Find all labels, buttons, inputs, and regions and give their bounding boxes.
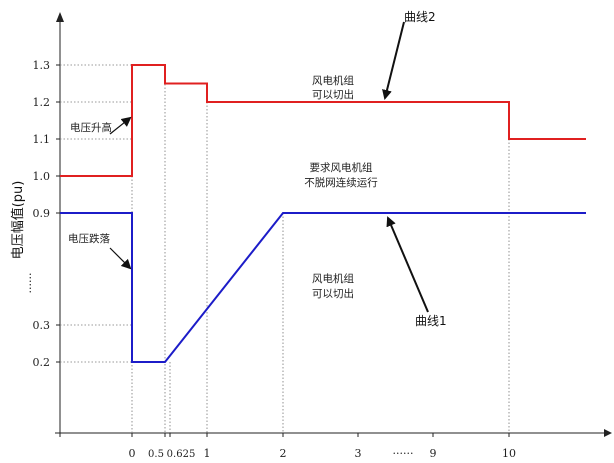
x-tick-label: 0 bbox=[129, 447, 136, 460]
y-tick-label: 1.2 bbox=[33, 96, 51, 109]
y-tick-marks bbox=[56, 64, 60, 363]
y-tick-labels: 1.3 1.2 1.1 1.0 0.9 0.3 0.2 bbox=[33, 59, 51, 369]
middle-region-line2: 不脱网连续运行 bbox=[304, 176, 378, 189]
x-tick-labels: 0 0.5 0.625 1 2 3 ······ 9 10 bbox=[129, 447, 517, 460]
y-tick-label: 1.3 bbox=[33, 59, 51, 72]
x-tick-label: 0.5 bbox=[148, 449, 164, 460]
x-ellipsis: ······ bbox=[393, 447, 414, 460]
y-tick-label: 0.2 bbox=[33, 356, 51, 369]
voltage-rise-label: 电压升高 bbox=[70, 121, 112, 134]
curve2-arrow bbox=[382, 21, 405, 100]
y-ellipsis: ······ bbox=[24, 273, 37, 294]
x-tick-label: 3 bbox=[355, 447, 362, 460]
curve2-label: 曲线2 bbox=[404, 10, 436, 24]
curve1-arrow bbox=[386, 216, 429, 313]
y-axis-label: 电压幅值(pu) bbox=[10, 181, 26, 260]
voltage-drop-label: 电压跌落 bbox=[68, 232, 110, 245]
voltage-rise-arrow bbox=[109, 116, 132, 135]
y-tick-label: 1.0 bbox=[33, 170, 51, 183]
lower-region-note: 风电机组 可以切出 bbox=[312, 272, 354, 300]
x-tick-marks bbox=[131, 433, 510, 437]
curve1-label: 曲线1 bbox=[415, 314, 447, 328]
lower-region-line1: 风电机组 bbox=[312, 272, 354, 285]
y-tick-label: 1.1 bbox=[33, 133, 51, 146]
middle-region-note: 要求风电机组 不脱网连续运行 bbox=[304, 161, 378, 189]
series-line-curve2 bbox=[60, 64, 586, 177]
upper-region-line1: 风电机组 bbox=[312, 74, 354, 87]
y-tick-label: 0.3 bbox=[33, 319, 51, 332]
y-tick-label: 0.9 bbox=[33, 207, 51, 220]
x-tick-label: 1 bbox=[204, 447, 211, 460]
x-tick-label: 2 bbox=[280, 447, 287, 460]
voltage-drop-arrow bbox=[109, 247, 132, 270]
upper-region-line2: 可以切出 bbox=[312, 88, 354, 101]
x-tick-label: 10 bbox=[502, 447, 516, 460]
x-tick-label: 9 bbox=[430, 447, 437, 460]
series-line-curve1 bbox=[60, 212, 586, 363]
y-axis-arrow bbox=[56, 12, 64, 22]
x-axis-arrow bbox=[604, 429, 612, 437]
x-tick-label: 0.625 bbox=[167, 449, 196, 460]
lower-region-line2: 可以切出 bbox=[312, 287, 354, 300]
upper-region-note: 风电机组 可以切出 bbox=[312, 74, 354, 101]
middle-region-line1: 要求风电机组 bbox=[310, 161, 373, 174]
